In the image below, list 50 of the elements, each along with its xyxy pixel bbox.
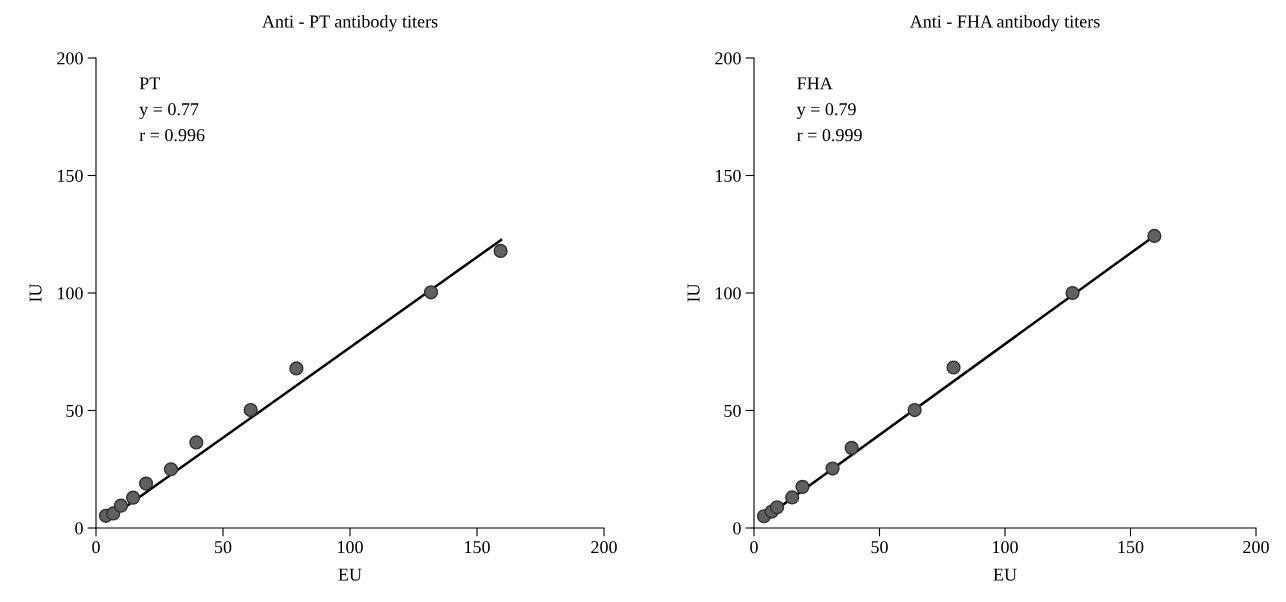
annotation: y = 0.79 [796, 103, 856, 120]
y-tick-label: 150 [716, 169, 741, 182]
x-tick-label: 0 [750, 541, 758, 554]
x-tick-label: 150 [465, 541, 490, 554]
point [946, 360, 961, 375]
x-tick-label: 50 [215, 541, 232, 554]
point [138, 476, 154, 491]
annotation: FHA [797, 77, 833, 90]
point [769, 500, 785, 515]
x-tick-label: 200 [591, 541, 617, 554]
point [1147, 228, 1162, 243]
y-tick-label: 0 [733, 522, 741, 535]
point [907, 402, 922, 418]
x-axis-title: EU [993, 568, 1017, 581]
annotation: r = 0.999 [797, 129, 862, 142]
point [795, 479, 810, 494]
y-tick-label: 100 [716, 287, 741, 300]
point [113, 498, 128, 513]
point [189, 435, 204, 450]
annotation: PT [139, 77, 160, 90]
x-tick-label: 100 [338, 541, 363, 554]
point [844, 440, 859, 455]
point [1065, 285, 1080, 301]
y-tick-label: 200 [715, 52, 741, 65]
point [243, 402, 258, 418]
annotation: r = 0.996 [139, 129, 205, 142]
y-axis-title: IU [687, 283, 700, 302]
y-tick-label: 200 [57, 52, 83, 65]
x-tick-label: 50 [871, 541, 888, 554]
x-tick-label: 200 [1243, 541, 1269, 554]
y-axis-title: IU [29, 283, 42, 302]
y-tick-label: 150 [58, 169, 83, 182]
point [289, 361, 304, 376]
y-tick-label: 50 [66, 404, 83, 417]
point [493, 243, 508, 259]
y-tick-label: 0 [75, 522, 83, 535]
chart-title: Anti - FHA antibody titers [909, 14, 1100, 32]
x-tick-label: 0 [92, 541, 100, 554]
point [163, 462, 179, 477]
point [423, 285, 439, 300]
x-axis-title: EU [338, 568, 362, 581]
y-tick-label: 50 [724, 404, 741, 417]
point [785, 490, 800, 505]
point [125, 490, 141, 505]
y-tick-label: 100 [58, 287, 83, 300]
x-tick-label: 150 [1118, 541, 1144, 554]
point [825, 461, 840, 476]
annotation: y = 0.77 [139, 103, 199, 120]
x-tick-label: 100 [993, 541, 1018, 554]
chart-title: Anti - PT antibody titers [262, 14, 438, 32]
